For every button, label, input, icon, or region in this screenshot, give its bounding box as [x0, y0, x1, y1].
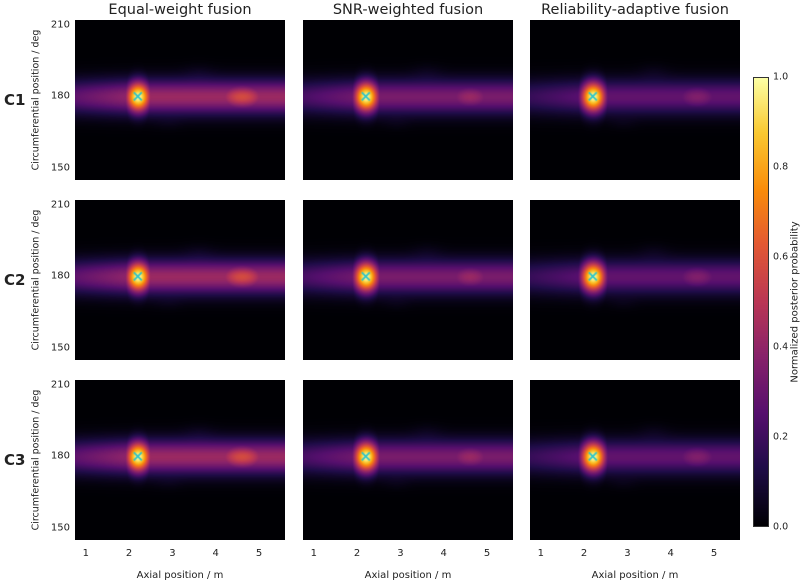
column-title: SNR-weighted fusion: [332, 2, 484, 18]
row-label: C3: [4, 451, 26, 469]
x-tick-label: 5: [710, 548, 718, 559]
y-tick-label: 150: [50, 162, 70, 174]
heatmap-panel: [303, 200, 513, 360]
colorbar-tick-label: 0.4: [773, 341, 789, 353]
column-title: Reliability-adaptive fusion: [541, 2, 729, 18]
row-label: C1: [4, 91, 26, 109]
x-tick-label: 2: [125, 548, 133, 559]
y-axis-label: Circumferential position / deg: [30, 29, 42, 171]
x-tick-label: 1: [82, 548, 89, 559]
x-tick-label: 4: [667, 548, 674, 559]
x-tick-label: 3: [624, 548, 631, 559]
colorbar-tick-label: 0.6: [773, 251, 789, 263]
heatmap-panel: [303, 380, 513, 540]
heatmap-panel: [75, 200, 285, 360]
x-tick-label: 1: [310, 548, 317, 559]
y-axis-label: Circumferential position / deg: [30, 209, 42, 351]
colorbar-label: Normalized posterior probability: [789, 221, 801, 383]
heatmap-panel: [303, 20, 513, 180]
y-tick-label: 210: [50, 199, 70, 211]
y-tick-label: 180: [50, 90, 70, 102]
colorbar-tick-label: 0.8: [773, 161, 789, 173]
heatmap-panel: [530, 200, 740, 360]
x-tick-label: 4: [212, 548, 219, 559]
row-label: C2: [4, 271, 26, 289]
x-tick-label: 5: [255, 548, 263, 559]
colorbar-tick-label: 0.0: [773, 521, 789, 533]
y-tick-label: 210: [50, 379, 70, 391]
y-tick-label: 180: [50, 270, 70, 282]
x-tick-label: 2: [580, 548, 588, 559]
y-axis-label: Circumferential position / deg: [30, 389, 42, 531]
x-tick-label: 5: [483, 548, 491, 559]
x-tick-label: 4: [440, 548, 447, 559]
column-title: Equal-weight fusion: [108, 2, 252, 18]
x-tick-label: 3: [397, 548, 404, 559]
x-tick-label: 2: [353, 548, 361, 559]
x-axis-label: Axial position / m: [136, 570, 224, 581]
colorbar-tick-label: 1.0: [773, 71, 789, 83]
x-tick-label: 3: [169, 548, 176, 559]
y-tick-label: 150: [50, 522, 70, 534]
heatmap-panel: [75, 20, 285, 180]
y-tick-label: 210: [50, 19, 70, 31]
heatmap-panel: [530, 20, 740, 180]
x-tick-label: 1: [537, 548, 544, 559]
y-tick-label: 180: [50, 450, 70, 462]
colorbar-tick-label: 0.2: [773, 431, 789, 443]
x-axis-label: Axial position / m: [591, 570, 679, 581]
heatmap-panel: [530, 380, 740, 540]
y-tick-label: 150: [50, 342, 70, 354]
heatmap-panel: [75, 380, 285, 540]
x-axis-label: Axial position / m: [364, 570, 452, 581]
colorbar: [753, 77, 769, 527]
